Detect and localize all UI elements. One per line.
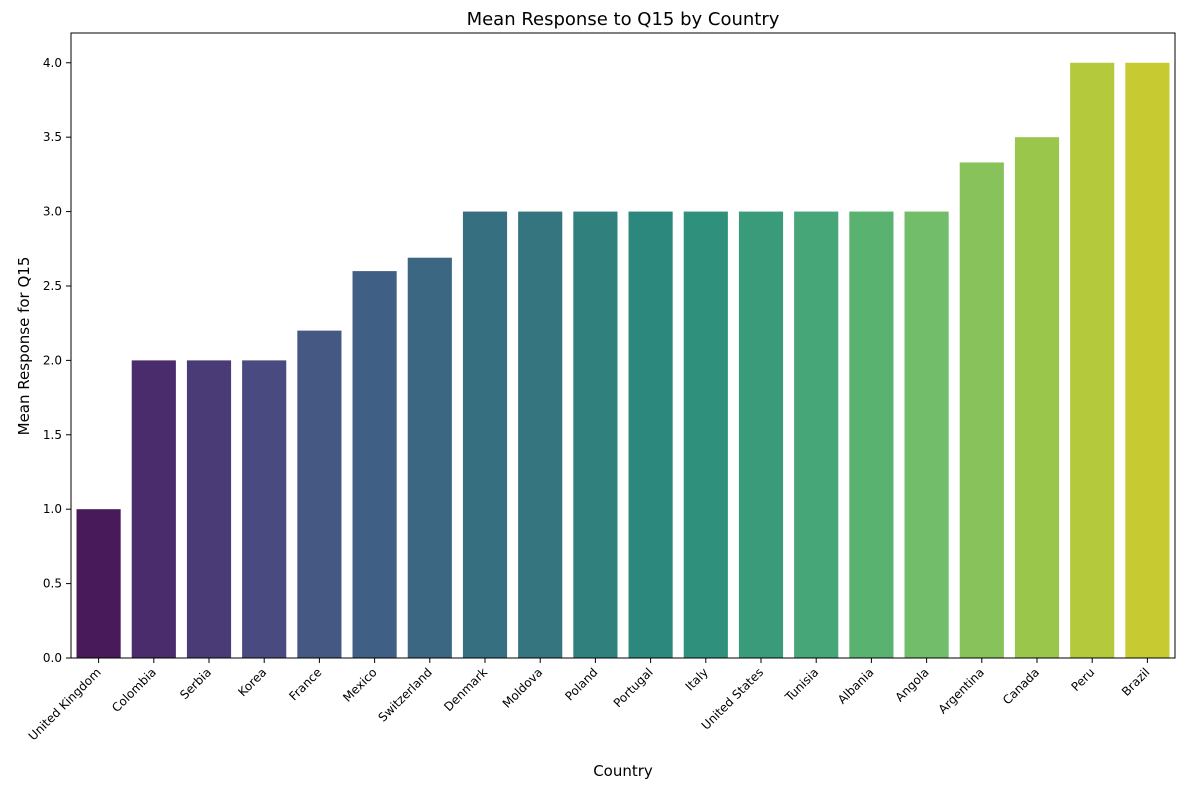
x-tick-label: Tunisia <box>782 665 822 705</box>
y-axis-label: Mean Response for Q15 <box>15 257 33 436</box>
bar-albania <box>849 211 894 658</box>
bar-italy <box>683 211 728 658</box>
bar-serbia <box>186 360 232 658</box>
bar-switzerland <box>407 257 452 658</box>
x-tick-label: France <box>286 665 324 703</box>
bar-poland <box>573 211 618 658</box>
y-tick-label: 0.5 <box>43 577 62 591</box>
y-tick-label: 1.0 <box>43 502 62 516</box>
bar-argentina <box>959 162 1004 658</box>
bar-united-states <box>738 211 784 658</box>
x-tick-label: Poland <box>562 665 600 703</box>
x-tick-label: Portugal <box>611 665 656 710</box>
x-tick-label: Colombia <box>109 665 159 715</box>
bar-denmark <box>462 211 508 658</box>
x-tick-label: Denmark <box>441 665 490 714</box>
x-tick-label: Albania <box>835 665 877 707</box>
bar-brazil <box>1125 62 1170 658</box>
bar-france <box>297 330 342 658</box>
x-tick-label: Serbia <box>177 665 214 702</box>
y-axis-ticks: 0.0 0.5 1.0 1.5 2.0 2.5 3.0 3.5 4.0 <box>43 56 71 665</box>
x-tick-label: Angola <box>892 665 931 704</box>
chart-title: Mean Response to Q15 by Country <box>467 9 780 30</box>
y-tick-label: 3.5 <box>43 130 62 144</box>
y-tick-label: 4.0 <box>43 56 62 70</box>
bar-moldova <box>518 211 563 658</box>
y-tick-label: 2.5 <box>43 279 62 293</box>
x-axis-ticks: United Kingdom Colombia Serbia Korea France M… <box>26 658 1153 743</box>
x-tick-label: Mexico <box>340 665 380 705</box>
x-tick-label: Brazil <box>1119 665 1153 699</box>
y-tick-label: 3.0 <box>43 205 62 219</box>
x-tick-label: Argentina <box>936 665 987 716</box>
y-tick-label: 1.5 <box>43 428 62 442</box>
bar-portugal <box>628 211 673 658</box>
y-tick-label: 2.0 <box>43 353 62 367</box>
bar-united-kingdom <box>76 509 121 658</box>
x-tick-label: Moldova <box>500 665 546 711</box>
bars-group <box>76 62 1170 659</box>
x-axis-label: Country <box>593 762 653 780</box>
bar-angola <box>904 211 949 658</box>
plot-frame <box>70 32 1176 659</box>
bar-colombia <box>131 360 176 658</box>
x-tick-label: United Kingdom <box>26 665 104 743</box>
x-tick-label: Italy <box>683 665 711 693</box>
x-tick-label: Canada <box>1000 665 1042 707</box>
bar-mexico <box>352 271 397 658</box>
x-tick-label: Peru <box>1069 665 1098 694</box>
bar-korea <box>242 360 287 658</box>
x-tick-label: Switzerland <box>376 665 435 724</box>
x-tick-label: Korea <box>235 665 269 699</box>
bar-peru <box>1070 62 1115 658</box>
y-tick-label: 0.0 <box>43 651 62 665</box>
bar-canada <box>1014 137 1060 659</box>
bar-tunisia <box>794 211 839 658</box>
